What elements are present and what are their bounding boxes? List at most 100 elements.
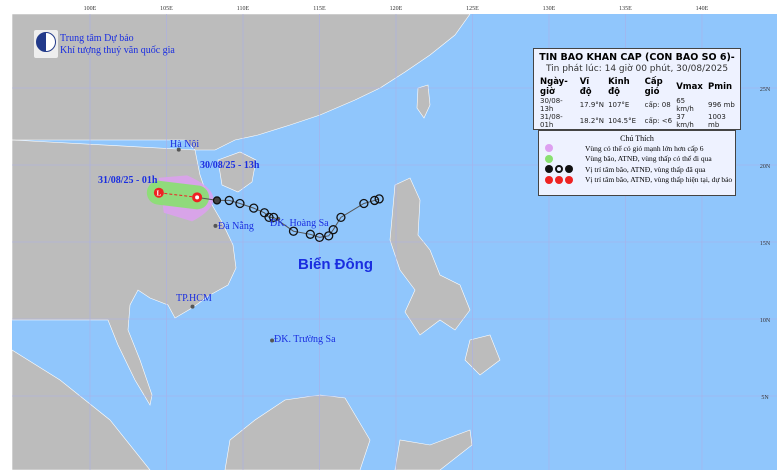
past-position-marker: [369, 195, 380, 206]
cell: 31/08-01h: [540, 113, 563, 129]
top-axis-strip: [0, 0, 777, 14]
label-hoangsa: ĐK. Hoàng Sa: [270, 218, 329, 229]
cell: 996 mb: [708, 101, 735, 109]
legend-title: Chú Thích: [620, 134, 654, 143]
bulletin-table: Ngày-giờ Vĩ độ Kinh độ Cấp gió Vmax Pmin…: [540, 77, 740, 129]
land-sulawesi: [394, 429, 473, 470]
strong-wind-area-icon: [545, 144, 553, 153]
col-header: Cấp gió: [644, 77, 663, 97]
lat-tick-label: 20N: [760, 164, 771, 170]
legend-item: Vị trí tâm bão, ATNĐ, vùng thấp đã qua: [545, 164, 735, 175]
org-name-line1: Trung tâm Dự báo: [60, 33, 134, 44]
legend-label: Vùng bão, ATNĐ, vùng thấp có thể đi qua: [585, 154, 712, 164]
bulletin-issued: Tin phát lúc: 14 giờ 00 phút, 30/08/2025: [545, 64, 729, 74]
col-header: Vmax: [676, 82, 703, 92]
table-header: Ngày-giờ Vĩ độ Kinh độ Cấp gió Vmax Pmin: [540, 77, 740, 97]
label-hcm: TP.HCM: [176, 293, 212, 304]
lon-tick-label: 100E: [84, 6, 97, 12]
past-position-marker: [328, 225, 338, 235]
legend-label: Vị trí tâm bão, ATNĐ, vùng thấp hiện tại…: [585, 175, 733, 185]
lat-tick-label: 25N: [760, 87, 771, 93]
past-position-marker: [314, 232, 325, 243]
land-borneo: [224, 394, 371, 470]
lon-tick-label: 115E: [313, 6, 326, 12]
lon-tick-label: 130E: [543, 6, 556, 12]
past-storm-icon: [545, 165, 553, 174]
cell: 30/08-13h: [540, 97, 563, 113]
lat-tick-label: 10N: [760, 318, 771, 324]
city-marker: [176, 147, 181, 152]
past-position-marker: [224, 195, 234, 206]
forecast-track-line: [158, 192, 198, 198]
current-storm-icon: [545, 175, 553, 184]
col-header: Pmin: [708, 82, 733, 92]
col-header: Kinh độ: [608, 77, 630, 97]
city-marker: [190, 304, 195, 309]
land-hainan: [217, 151, 257, 193]
lon-tick-label: 105E: [160, 6, 173, 12]
label-forecast-time: 31/08/25 - 01h: [98, 175, 158, 186]
label-current-time: 30/08/25 - 13h: [200, 160, 260, 171]
land-china: [11, 13, 471, 151]
legend-label: Vị trí tâm bão, ATNĐ, vùng thấp đã qua: [585, 164, 706, 174]
past-position-marker: [268, 212, 279, 223]
past-position-marker: [305, 229, 315, 239]
legend-item: Vùng bão, ATNĐ, vùng thấp có thể đi qua: [545, 154, 735, 165]
past-position-marker: [324, 231, 334, 241]
table-row: 31/08-01h 18.2°N 104.5°E cấp: <6 37 km/h…: [540, 113, 740, 129]
cell: 107°E: [608, 101, 630, 109]
label-danang: Đà Nẵng: [218, 221, 254, 232]
lat-tick-label: 15N: [760, 241, 771, 247]
past-position-marker: [235, 198, 245, 209]
past-depression-icon: [555, 165, 563, 174]
land-philippines: [389, 177, 471, 336]
col-header: Vĩ độ: [579, 77, 592, 97]
city-marker: [213, 223, 218, 228]
legend-item: Vùng có thể có gió mạnh lớn hơn cấp 6: [545, 143, 735, 154]
bulletin-title: TIN BAO KHAN CAP (CON BAO SO 6)-: [539, 52, 735, 63]
past-position-marker: [249, 203, 259, 213]
org-logo: [34, 30, 58, 58]
left-axis-strip: [0, 0, 12, 470]
lon-tick-label: 135E: [619, 6, 632, 12]
past-position-marker: [336, 212, 346, 223]
lon-tick-label: 140E: [696, 6, 709, 12]
track-area-icon: [545, 154, 553, 163]
past-low-icon: [565, 165, 573, 174]
yin-yang-logo-icon: [36, 32, 56, 52]
cell: cấp: 08: [644, 101, 671, 109]
cell: 37 km/h: [676, 113, 694, 129]
past-position-marker: [259, 208, 270, 218]
lat-tick-label: 5N: [761, 395, 769, 401]
lon-tick-label: 125E: [466, 6, 479, 12]
table-row: 30/08-13h 17.9°N 107°E cấp: 08 65 km/h 9…: [540, 97, 740, 113]
cell: 104.5°E: [608, 117, 637, 125]
legend-item: Vị trí tâm bão, ATNĐ, vùng thấp hiện tại…: [545, 175, 735, 186]
past-position-marker: [359, 198, 369, 209]
current-low-icon: [565, 175, 573, 184]
lon-tick-label: 120E: [390, 6, 403, 12]
cell: 17.9°N: [579, 101, 605, 109]
legend-panel: Chú Thích Vùng có thể có gió mạnh lớn hơ…: [538, 130, 736, 196]
bulletin-panel: TIN BAO KHAN CAP (CON BAO SO 6)- Tin phá…: [533, 48, 741, 130]
cell: cấp: <6: [644, 117, 673, 125]
label-bien-dong: Biển Đông: [298, 256, 373, 273]
land-taiwan: [416, 84, 431, 119]
track-cone: [146, 180, 210, 210]
cell: 65 km/h: [676, 97, 694, 113]
org-name-line2: Khí tượng thuỷ văn quốc gia: [60, 45, 175, 56]
label-hanoi: Hà Nội: [170, 139, 200, 150]
city-marker: [270, 338, 275, 343]
past-position-marker: [212, 196, 222, 205]
cell: 18.2°N: [579, 117, 605, 125]
land-sumatra: [11, 349, 151, 470]
lon-tick-label: 110E: [237, 6, 250, 12]
label-truongsa: ĐK. Trường Sa: [274, 334, 336, 345]
land-mindanao: [464, 334, 501, 376]
cell: 1003 mb: [708, 113, 726, 129]
current-depression-icon: [555, 175, 563, 184]
legend-label: Vùng có thể có gió mạnh lớn hơn cấp 6: [585, 143, 704, 153]
current-storm-eye: [195, 195, 200, 200]
col-header: Ngày-giờ: [540, 77, 568, 97]
